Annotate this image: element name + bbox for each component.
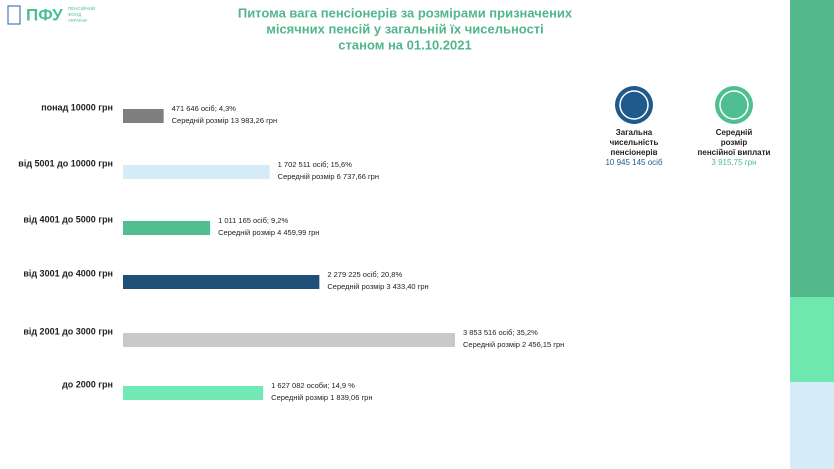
kpi-icon-ring <box>719 90 749 120</box>
chart-title: місячних пенсій у загальній їх чисельнос… <box>266 21 544 36</box>
chart-title: Питома вага пенсіонерів за розмірами при… <box>238 5 573 20</box>
kpi-value: 3 915,75 грн <box>711 158 756 167</box>
category-label: від 3001 до 4000 грн <box>23 268 113 278</box>
average-label: Середній розмір 4 459,99 грн <box>218 228 319 237</box>
value-label: 3 853 516 осіб; 35,2% <box>463 328 538 337</box>
value-label: 1 627 082 особи; 14,9 % <box>271 381 355 390</box>
chart-title: станом на 01.10.2021 <box>338 37 471 52</box>
kpi-label: Загальна <box>616 128 653 137</box>
kpi-label: пенсійної виплати <box>698 148 771 157</box>
kpi-label: розмір <box>721 138 748 147</box>
kpi-icon-ring <box>619 90 649 120</box>
bar <box>123 165 270 179</box>
stripe <box>790 382 834 469</box>
category-label: понад 10000 грн <box>41 102 113 112</box>
stripe <box>790 297 834 382</box>
bar <box>123 221 211 235</box>
average-label: Середній розмір 3 433,40 грн <box>327 282 428 291</box>
kpi-label: Середній <box>716 128 753 137</box>
average-label: Середній розмір 13 983,26 грн <box>172 116 278 125</box>
category-label: від 4001 до 5000 грн <box>23 214 113 224</box>
logo-text: ПЕНСІЙНИЙ <box>68 4 95 11</box>
average-label: Середній розмір 2 456,15 грн <box>463 340 564 349</box>
kpi-label: чисельність <box>610 138 659 147</box>
category-label: від 2001 до 3000 грн <box>23 326 113 336</box>
value-label: 471 646 осіб; 4,3% <box>172 104 237 113</box>
kpi-value: 10 945 145 осіб <box>605 158 662 167</box>
average-label: Середній розмір 1 839,06 грн <box>271 393 372 402</box>
bar <box>123 333 455 347</box>
stripe <box>790 0 834 297</box>
emblem <box>7 5 21 25</box>
logo-text: УКРАЇНИ <box>68 17 87 23</box>
value-label: 1 702 511 осіб; 15,6% <box>278 160 353 169</box>
kpi-label: пенсіонерів <box>611 148 658 157</box>
logo-mark: ПФУ <box>26 5 63 24</box>
category-label: до 2000 грн <box>62 379 113 389</box>
bar <box>123 386 264 400</box>
logo-text: ФОНД <box>68 12 81 17</box>
average-label: Середній розмір 6 737,66 грн <box>278 172 379 181</box>
bar <box>123 275 320 289</box>
value-label: 2 279 225 осіб; 20,8% <box>327 270 402 279</box>
logo: ПФУ ПЕНСІЙНИЙ ФОНД УКРАЇНИ <box>7 4 95 25</box>
bar <box>123 109 164 123</box>
category-label: від 5001 до 10000 грн <box>18 158 113 168</box>
value-label: 1 011 165 осіб; 9,2% <box>218 216 288 225</box>
